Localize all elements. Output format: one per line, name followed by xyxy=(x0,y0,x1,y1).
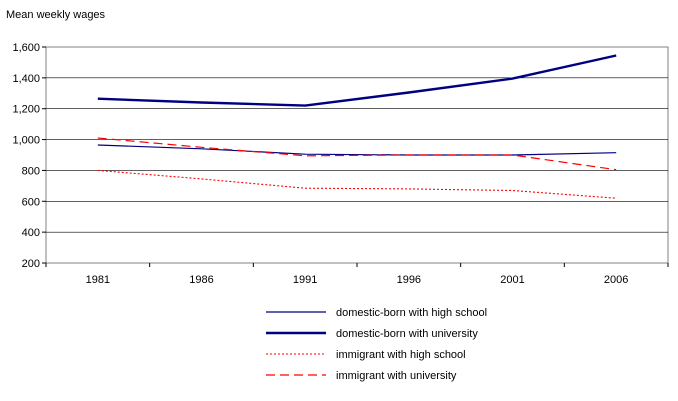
legend: domestic-born with high school domestic-b… xyxy=(266,307,487,382)
series-line-2 xyxy=(97,54,617,107)
y-tick-label: 600 xyxy=(22,196,40,208)
y-tick-label: 400 xyxy=(22,227,40,239)
x-tick-label: 1981 xyxy=(86,274,110,286)
x-tick-label: 1986 xyxy=(189,274,213,286)
legend-label-1: domestic-born with high school xyxy=(336,307,487,319)
x-tick-label: 2006 xyxy=(604,274,628,286)
y-tick-label: 200 xyxy=(22,258,40,270)
x-tick-label: 1996 xyxy=(397,274,421,286)
legend-label-3: immigrant with high school xyxy=(336,349,466,361)
y-axis-label: Mean weekly wages xyxy=(6,9,106,21)
y-tick-label: 1,200 xyxy=(12,104,40,116)
legend-label-2: domestic-born with university xyxy=(336,328,478,340)
y-tick-label: 1,400 xyxy=(12,73,40,85)
series-line-1 xyxy=(97,144,617,156)
series-line-4 xyxy=(97,137,617,171)
y-tick-label: 1,000 xyxy=(12,135,40,147)
x-tick-label: 1991 xyxy=(293,274,317,286)
x-tick-label: 2001 xyxy=(500,274,524,286)
legend-label-4: immigrant with university xyxy=(336,370,457,382)
series-line-3 xyxy=(97,169,617,199)
y-tick-label: 1,600 xyxy=(12,42,40,54)
y-tick-label: 800 xyxy=(22,165,40,177)
plot-area: 200 400 600 800 1,000 1,200 1,400 1,600 1981 1986… xyxy=(12,42,669,286)
